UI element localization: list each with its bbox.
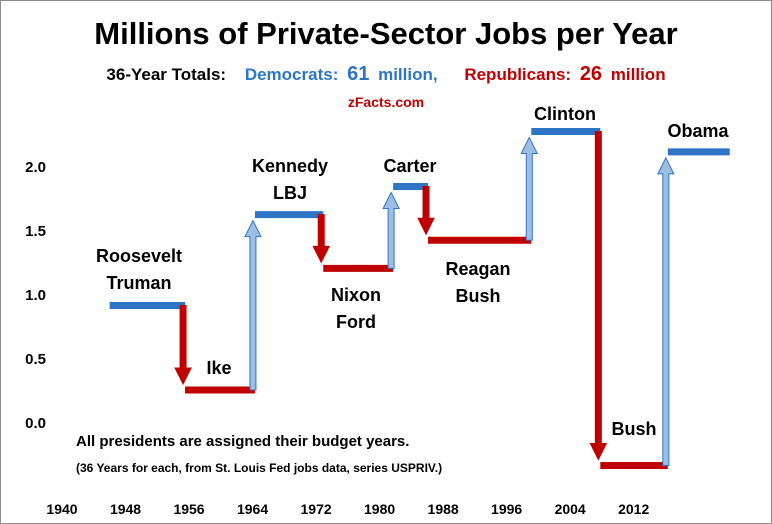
x-tick-label: 2004 (555, 501, 586, 517)
transition-arrow (657, 156, 675, 467)
segment-label: Nixon (331, 285, 381, 305)
totals: 36-Year Totals: Democrats: 61 million, R… (106, 63, 665, 85)
group-value: 61 (347, 63, 369, 85)
note: All presidents are assigned their budget… (76, 433, 409, 450)
segment-label: Reagan (445, 259, 510, 279)
group-unit: million (611, 65, 666, 84)
transition-arrow (244, 219, 262, 391)
transition-arrow (174, 305, 192, 386)
segment-label: Roosevelt (96, 246, 182, 266)
segment-label: LBJ (273, 183, 307, 203)
group-unit: million, (378, 65, 438, 84)
y-tick-label: 1.0 (25, 287, 46, 304)
totals-label: 36-Year Totals: (106, 65, 226, 84)
x-tick-label: 1988 (428, 501, 459, 517)
segment-label: Clinton (534, 104, 596, 124)
transition-arrow (382, 191, 400, 269)
segment-label: Bush (612, 419, 657, 439)
source: zFacts.com (348, 94, 424, 110)
transition-arrow (312, 214, 331, 264)
note: (36 Years for each, from St. Louis Fed j… (76, 461, 442, 475)
segment-label: Obama (667, 121, 729, 141)
chart-title: Millions of Private-Sector Jobs per Year (94, 16, 677, 51)
group-name: Republicans: (464, 65, 571, 84)
transition-arrow (417, 185, 435, 236)
x-tick-label: 1996 (491, 501, 522, 517)
y-tick-label: 2.0 (25, 159, 46, 176)
transition-arrow (589, 130, 608, 461)
x-tick-label: 1956 (173, 501, 204, 517)
group-value: 26 (580, 63, 602, 85)
x-tick-label: 1972 (301, 501, 332, 517)
y-tick-label: 0.5 (25, 351, 46, 368)
y-tick-label: 0.0 (25, 415, 46, 432)
segment-label: Ford (336, 312, 376, 332)
transition-arrow (520, 136, 539, 241)
segment-label: Kennedy (252, 156, 328, 176)
y-tick-label: 1.5 (25, 223, 46, 240)
x-tick-label: 1940 (46, 501, 77, 517)
segment-label: Ike (206, 358, 231, 378)
group-name: Democrats: (245, 65, 339, 84)
segment-label: Truman (106, 273, 171, 293)
x-tick-label: 2012 (618, 501, 649, 517)
x-tick-label: 1964 (237, 501, 268, 517)
segment-label: Carter (383, 156, 436, 176)
x-tick-label: 1980 (364, 501, 395, 517)
segment-label: Bush (456, 286, 501, 306)
x-tick-label: 1948 (110, 501, 141, 517)
